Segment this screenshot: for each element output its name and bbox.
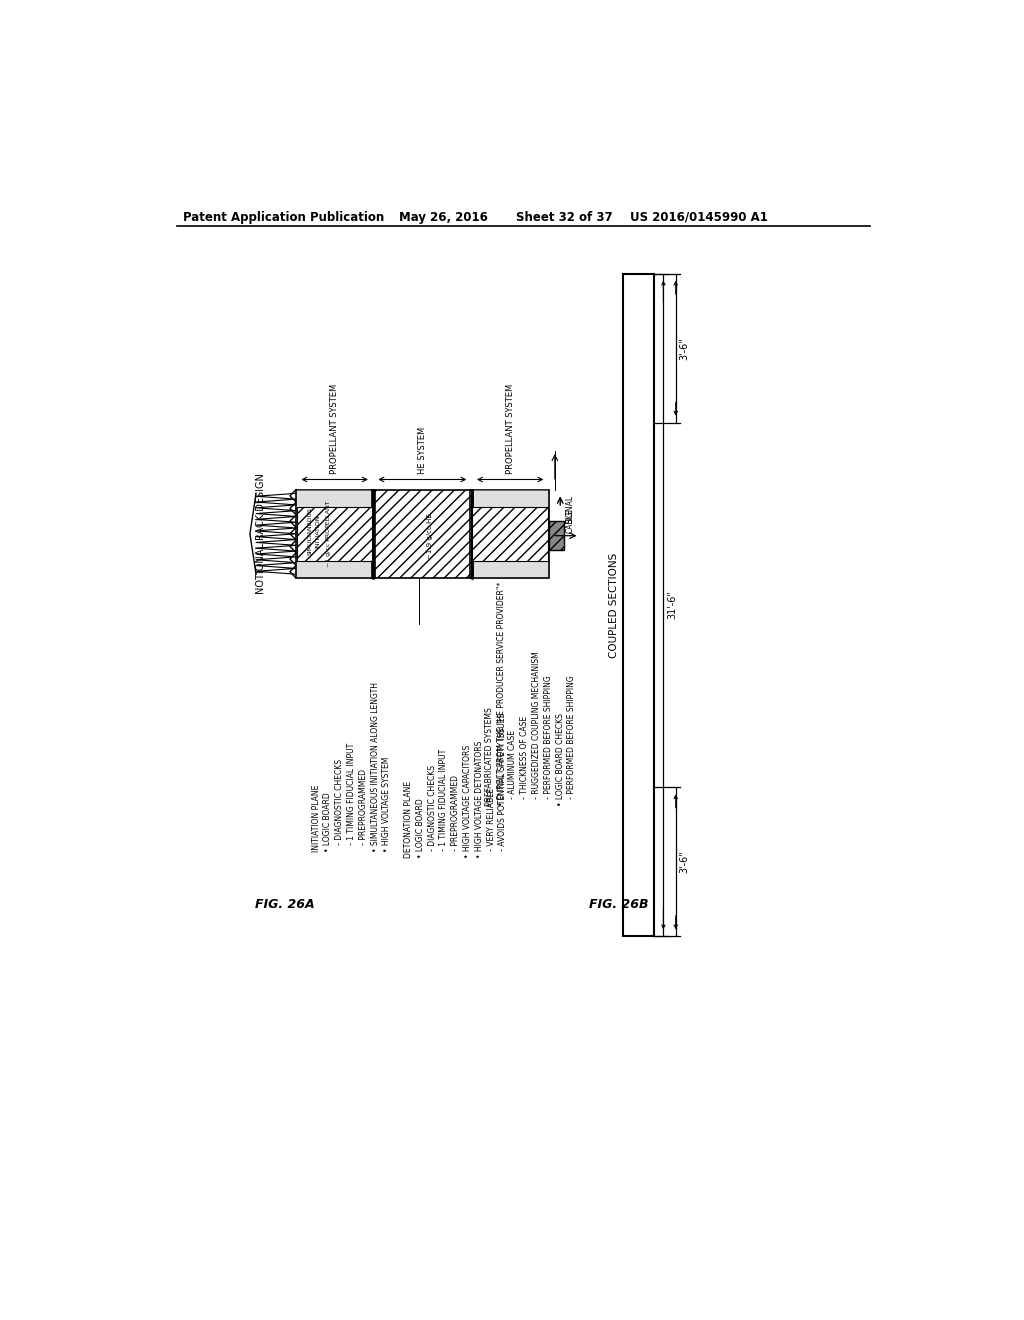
Text: SIGNAL: SIGNAL [565, 495, 574, 523]
Text: PREFABRICATED SYSTEMS
• D IRECT FROM THE "HE PRODUCER SERVICE PROVIDER"*
   - AL: PREFABRICATED SYSTEMS • D IRECT FROM THE… [484, 582, 577, 807]
Text: INITIATION PLANE
• LOGIC BOARD
   - DIAGNOSTIC CHECKS
   - 1 TIMING FIDUCIAL INP: INITIATION PLANE • LOGIC BOARD - DIAGNOS… [311, 682, 391, 851]
Bar [625, 532, 653, 544]
Text: DETONATION PLANE
• LOGIC BOARD
   - DIAGNOSTIC CHECKS
   - 1 TIMING FIDUCIAL INP: DETONATION PLANE • LOGIC BOARD - DIAGNOS… [403, 713, 507, 858]
Text: CABLE: CABLE [565, 508, 574, 532]
Bar [297, 507, 373, 561]
Text: FIG. 26B: FIG. 26B [589, 898, 648, 911]
Bar [624, 275, 654, 936]
Bar [373, 490, 472, 578]
Text: FIG. 26A: FIG. 26A [255, 898, 315, 911]
Bar [472, 490, 548, 577]
Text: 3'-6": 3'-6" [680, 337, 689, 359]
Text: Patent Application Publication: Patent Application Publication [183, 211, 384, 224]
Text: HE SYSTEM: HE SYSTEM [418, 426, 427, 474]
Bar [625, 544, 653, 653]
Text: NOTIONAL RACK DESIGN: NOTIONAL RACK DESIGN [256, 474, 266, 594]
Bar [625, 422, 653, 532]
Text: May 26, 2016: May 26, 2016 [398, 211, 487, 224]
Text: PROPELLANT SYSTEM: PROPELLANT SYSTEM [330, 384, 339, 474]
Bar [625, 346, 653, 411]
Text: 3'-6": 3'-6" [680, 850, 689, 873]
Text: SIMULTANEOUS: SIMULTANEOUS [307, 507, 312, 554]
Text: INITIATION: INITIATION [315, 515, 321, 548]
Text: ~1.9 g/cc HE: ~1.9 g/cc HE [427, 513, 433, 558]
Text: COUPLED SECTIONS: COUPLED SECTIONS [609, 552, 620, 657]
Text: 31'-6": 31'-6" [668, 590, 677, 619]
Bar [625, 863, 653, 936]
Bar [297, 490, 373, 577]
Bar [625, 851, 653, 863]
Bar [472, 490, 549, 578]
Bar [296, 490, 373, 578]
Bar [549, 521, 564, 549]
Text: US 2016/0145990 A1: US 2016/0145990 A1 [630, 211, 767, 224]
Text: ~1 g/cc PROPELLANT: ~1 g/cc PROPELLANT [326, 500, 331, 568]
Bar [625, 411, 653, 422]
Text: PROPELLANT SYSTEM: PROPELLANT SYSTEM [506, 384, 515, 474]
Bar [625, 775, 653, 785]
Bar [625, 664, 653, 775]
Bar [472, 507, 548, 561]
Bar [625, 785, 653, 851]
Bar [625, 653, 653, 664]
Bar [625, 275, 653, 334]
Text: Sheet 32 of 37: Sheet 32 of 37 [515, 211, 612, 224]
Bar [625, 334, 653, 346]
